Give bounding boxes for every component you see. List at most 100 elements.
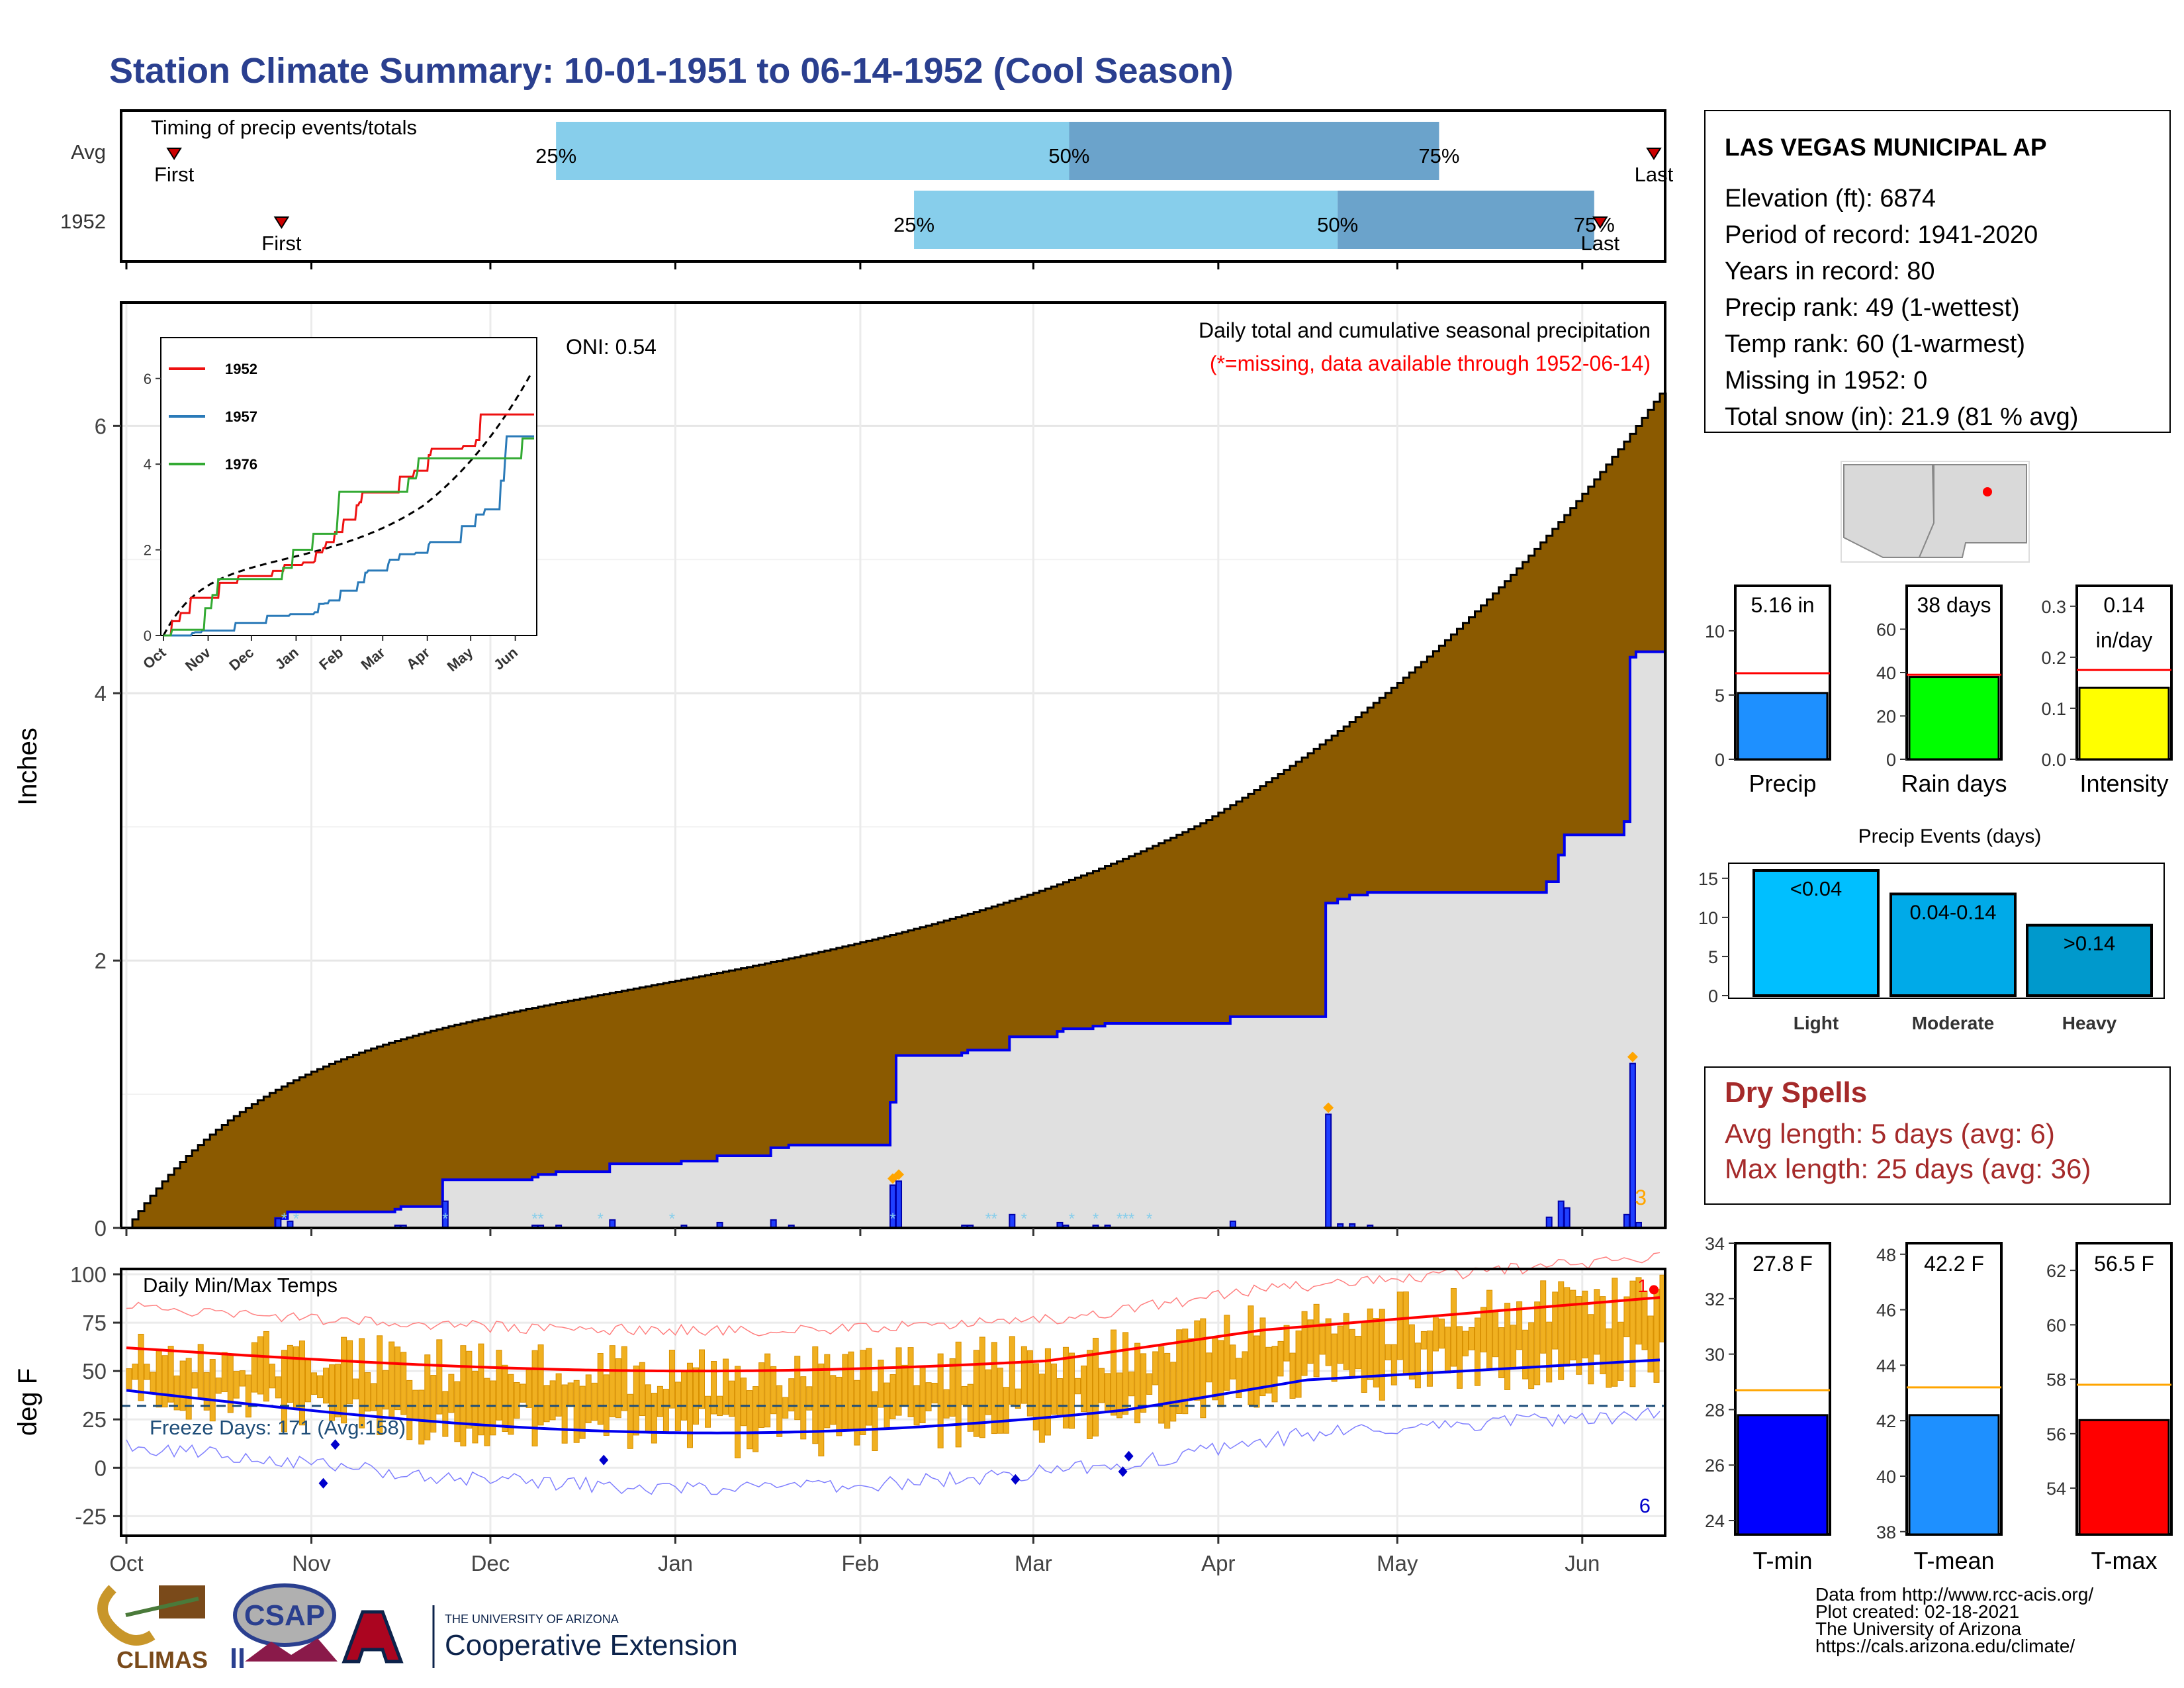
daily-temp-bar [806,1386,813,1411]
mini-bar-y-tick-label: 0.3 [2041,597,2066,617]
precip-corner-count: 3 [1635,1186,1647,1209]
mini-bar-value-label: 0.14 [2103,593,2144,617]
daily-temp-bar [1015,1388,1021,1409]
daily-temp-bar [1349,1329,1355,1378]
temp-bar-value [2078,1419,2170,1536]
daily-temp-bar [1182,1329,1189,1415]
daily-temp-bar [263,1331,269,1402]
temp-bar-category-label: T-min [1753,1547,1813,1574]
daily-temp-bar [1486,1289,1493,1370]
temp-bar-y-tick-label: 28 [1705,1400,1725,1420]
daily-temp-bar [1438,1318,1445,1349]
daily-temp-bar [1582,1290,1588,1358]
daily-precip-bar [1563,1207,1570,1229]
daily-temp-bar [955,1341,962,1448]
temp-bar-y-tick-label: 62 [2046,1261,2066,1281]
missing-star: * [531,1210,537,1228]
daily-temp-bar [1432,1317,1439,1352]
daily-temp-bar [377,1335,383,1435]
daily-temp-bar [1277,1340,1284,1377]
daily-temp-bar [144,1364,150,1380]
mini-bar-value [1737,692,1829,761]
daily-temp-bar [1319,1323,1326,1355]
climas-logo-text: CLIMAS [116,1646,208,1673]
daily-temp-bar [454,1381,461,1442]
daily-temp-bar [657,1385,663,1417]
daily-temp-bar [1492,1311,1499,1358]
daily-temp-bar [126,1368,132,1389]
daily-temp-bar [1200,1318,1206,1419]
daily-temp-bar [1331,1333,1338,1382]
timing-marker-first [166,148,182,160]
precip-events-y-tick-label: 5 [1708,947,1718,967]
ua-small-text: THE UNIVERSITY OF ARIZONA [445,1613,619,1626]
daily-temp-bar [1600,1296,1606,1374]
mini-bar-y-tick-label: 0.2 [2041,648,2066,668]
daily-temp-bar [329,1364,336,1421]
daily-temp-bar [1194,1320,1201,1401]
daily-temp-bar [800,1376,807,1440]
daily-temp-bar [1475,1317,1481,1386]
month-tick-label: Apr [1201,1551,1235,1575]
daily-temp-bar [466,1350,473,1429]
temp-bar-value [1737,1414,1829,1536]
daily-temp-bar [1629,1280,1636,1387]
daily-temp-bar [353,1378,359,1399]
daily-temp-bar [251,1342,257,1393]
daily-temp-bar [1343,1313,1349,1370]
daily-temp-bar [1259,1317,1266,1397]
max-precip-marker [1627,1051,1638,1062]
daily-temp-bar [514,1382,520,1419]
daily-temp-bar [985,1369,991,1415]
daily-temp-bar [1111,1329,1117,1416]
station-line: Elevation (ft): 6874 [1725,185,1936,212]
daily-temp-bar [167,1346,174,1403]
record-low-marker [1124,1450,1134,1462]
daily-temp-bar [1122,1332,1129,1415]
daily-temp-bar [758,1362,765,1428]
daily-temp-bar [1164,1352,1171,1429]
daily-temp-bar [597,1353,604,1425]
daily-temp-bar [1307,1319,1314,1364]
daily-temp-bar [1128,1371,1135,1397]
mini-bar-value [2078,686,2170,761]
daily-temp-bar [316,1375,324,1399]
station-location-dot [1983,487,1992,496]
daily-temp-bar [1396,1291,1403,1360]
mini-bar-value-label: 38 days [1917,593,1991,617]
daily-temp-bar [1283,1325,1290,1362]
timing-label-last: Last [1581,232,1620,255]
missing-star: * [293,1210,299,1228]
daily-temp-bar [275,1376,281,1399]
daily-temp-bar [537,1344,544,1426]
daily-precip-bar [1557,1200,1565,1229]
inset-series-line [163,435,534,637]
record-low-marker [1118,1466,1128,1477]
year-cumulative-area [126,651,1666,1228]
station-line: Temp rank: 60 (1-warmest) [1725,330,2025,358]
precip-events-category-label: Moderate [1912,1013,1994,1033]
timing-marker-last [1592,216,1608,229]
footer-line: Plot created: 02-18-2021 [1815,1601,2019,1622]
missing-star: * [1128,1210,1134,1228]
daily-temp-bar [889,1374,896,1419]
daily-temp-bar [1003,1387,1009,1434]
inset-series-line [163,413,534,637]
missing-star: * [1116,1210,1122,1228]
record-high-marker [1649,1285,1659,1295]
month-tick-label: Mar [1015,1551,1052,1575]
footer-line: Data from http://www.rcc-acis.org/ [1815,1584,2093,1605]
station-line: Total snow (in): 21.9 (81 % avg) [1725,403,2078,431]
mini-bar-y-tick-label: 0.0 [2041,750,2066,770]
daily-temp-bar [615,1358,621,1419]
state-outline-arizona [1843,464,1935,558]
daily-temp-bar [627,1393,633,1449]
mini-bar-y-tick-label: 20 [1876,707,1896,727]
temp-bar-y-tick-label: 40 [1876,1467,1896,1487]
daily-temp-bar [1271,1346,1278,1403]
mini-bar-y-tick-label: 40 [1876,663,1896,683]
mini-bar-y-tick-label: 10 [1705,622,1725,641]
precip-y-tick-label: 4 [95,681,107,706]
daily-temp-bar [484,1378,490,1446]
